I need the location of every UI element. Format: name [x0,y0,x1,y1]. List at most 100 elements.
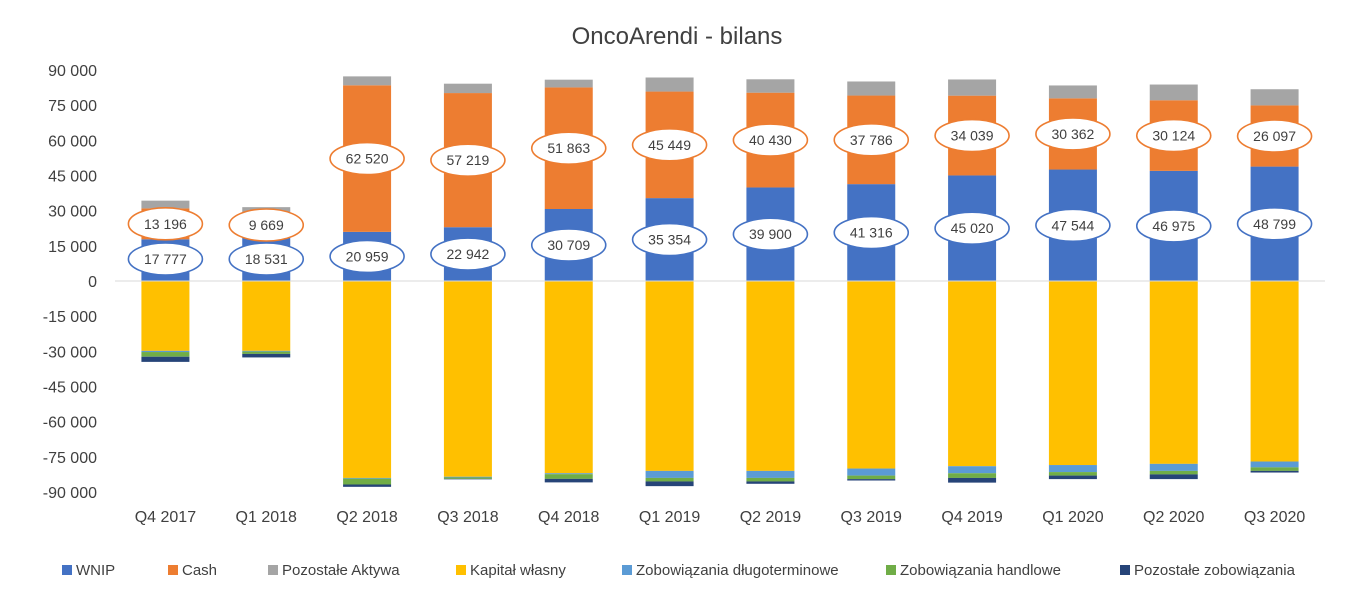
legend-swatch-cash [168,565,178,575]
bar-pozostale-zobowiazania [1048,475,1097,480]
data-label-bubble-cash [530,131,607,166]
bar-pozostale-aktywa [645,77,694,92]
bar-kapital-wlasny [544,281,593,474]
bar-zobowiazania-handlowe [443,477,492,479]
bar-kapital-wlasny [141,281,190,351]
data-label-wnip: 46 975 [1152,218,1195,234]
legend-swatch-zobowiazania-dlugoterminowe [622,565,632,575]
data-label-bubble-cash [1135,118,1212,153]
bar-zobowiazania-dlugoterminowe [948,466,997,474]
bar-zobowiazania-dlugoterminowe [1149,463,1198,471]
legend-label-kapital-wlasny: Kapitał własny [470,562,566,579]
data-label-bubble-cash [127,207,204,241]
y-tick-label: -15 000 [43,309,97,326]
y-tick-label: -45 000 [43,380,97,397]
data-label-cash: 34 039 [951,128,994,144]
bar-pozostale-zobowiazania [242,353,291,358]
bar-zobowiazania-handlowe [141,352,190,357]
x-tick-label: Q3 2019 [841,509,902,526]
y-axis: 90 000 75 000 60 000 45 000 30 000 15 000 0 -15… [43,63,97,502]
data-label-cash: 13 196 [144,216,187,232]
data-label-bubble-wnip [934,211,1010,246]
data-label-bubble-wnip [1135,209,1212,243]
data-label-bubble-cash [732,123,809,157]
x-tick-label: Q4 2019 [941,509,1002,526]
bar-zobowiazania-dlugoterminowe [645,470,694,478]
bar-kapital-wlasny [1149,281,1198,464]
legend-swatch-wnip [62,565,72,575]
bar-kapital-wlasny [343,281,392,478]
bar-zobowiazania-dlugoterminowe [1250,461,1299,468]
bar-pozostale-zobowiazania [343,484,392,487]
x-tick-label: Q2 2018 [336,509,397,526]
data-label-bubble-cash [1236,119,1313,153]
legend-label-wnip: WNIP [76,562,115,579]
bar-zobowiazania-dlugoterminowe [544,473,593,475]
bar-zobowiazania-dlugoterminowe [242,350,291,352]
data-label-wnip: 17 777 [144,251,187,267]
bar-pozostale-zobowiazania [847,479,896,481]
x-tick-label: Q1 2018 [236,509,297,526]
data-label-bubble-cash [329,141,405,176]
data-label-bubble-wnip [228,242,305,276]
bar-pozostale-aktywa [746,79,795,93]
bar-zobowiazania-handlowe [1250,467,1299,471]
bar-pozostale-zobowiazania [746,481,795,484]
bar-zobowiazania-handlowe [645,477,694,482]
data-label-cash: 37 786 [850,132,893,148]
bar-pozostale-aktywa [141,200,190,209]
data-label-bubble-cash [833,123,910,157]
bar-zobowiazania-handlowe [242,351,291,354]
data-label-bubble-wnip [127,242,204,276]
bar-kapital-wlasny [645,281,694,471]
data-label-bubble-cash [430,143,506,177]
legend-label-zobowiazania-dlugoterminowe: Zobowiązania długoterminowe [636,562,839,579]
y-tick-label: 30 000 [48,204,97,221]
x-tick-label: Q2 2020 [1143,509,1204,526]
x-tick-label: Q3 2018 [437,509,498,526]
data-label-cash: 30 124 [1152,128,1195,144]
bar-zobowiazania-dlugoterminowe [141,350,190,353]
legend-swatch-pozostale-zobowiazania [1120,565,1130,575]
bar-zobowiazania-handlowe [1149,470,1198,475]
bar-pozostale-zobowiazania [141,356,190,362]
data-label-bubble-cash [631,128,708,162]
data-label-cash: 9 669 [249,217,284,233]
data-label-cash: 30 362 [1052,126,1095,142]
bar-kapital-wlasny [1048,281,1097,466]
x-tick-label: Q4 2018 [538,509,599,526]
bar-pozostale-zobowiazania [1149,474,1198,480]
data-label-wnip: 35 354 [648,232,691,248]
y-tick-label: -30 000 [43,344,97,361]
legend-label-zobowiazania-handlowe: Zobowiązania handlowe [900,562,1061,579]
bar-kapital-wlasny [1250,281,1299,462]
bar-pozostale-aktywa [443,83,492,94]
data-label-wnip: 18 531 [245,251,288,267]
x-tick-label: Q1 2020 [1042,509,1103,526]
bar-pozostale-zobowiazania [544,478,593,483]
data-label-wnip: 45 020 [951,220,994,236]
bar-pozostale-aktywa [1250,89,1299,106]
data-label-bubble-wnip [1236,206,1313,241]
data-label-bubble-wnip [430,237,506,271]
bar-pozostale-zobowiazania [645,481,694,487]
bar-zobowiazania-dlugoterminowe [847,468,896,476]
y-tick-label: 60 000 [48,133,97,150]
bar-zobowiazania-dlugoterminowe [746,470,795,478]
bar-zobowiazania-handlowe [1048,472,1097,476]
bar-kapital-wlasny [443,281,492,477]
x-tick-label: Q4 2017 [135,509,196,526]
data-label-bubble-cash [228,208,305,242]
data-label-cash: 57 219 [447,152,490,168]
y-tick-label: -60 000 [43,415,97,432]
chart-title: OncoArendi - bilans [572,23,783,50]
bar-zobowiazania-handlowe [847,475,896,480]
bar-kapital-wlasny [948,281,997,467]
bar-zobowiazania-handlowe [343,478,392,485]
data-label-wnip: 22 942 [447,246,490,262]
legend-swatch-pozostale-aktywa [268,565,278,575]
data-label-bubble-wnip [631,222,708,257]
bar-pozostale-zobowiazania [948,477,997,483]
